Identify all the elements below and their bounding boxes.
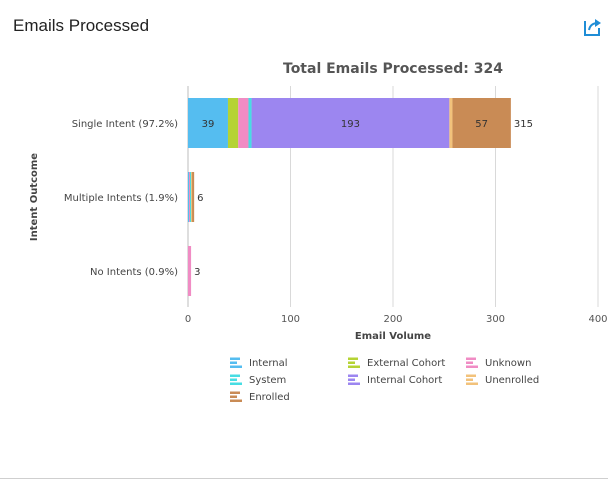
bar-chart-icon [466, 374, 478, 385]
y-category-label: Single Intent (97.2%) [72, 119, 178, 130]
x-tick-label: 300 [486, 314, 505, 325]
legend-label: System [249, 374, 287, 386]
total-label: 315 [514, 119, 533, 130]
bar-segment[interactable]: Unknown: 10 [238, 98, 249, 148]
y-category-label: Multiple Intents (1.9%) [64, 193, 178, 204]
x-tick-label: 400 [588, 314, 607, 325]
total-label: 3 [194, 267, 200, 278]
bar-chart-icon [348, 357, 360, 368]
bar-chart-icon [230, 357, 242, 368]
bar-segment[interactable]: System: 1 [190, 172, 192, 222]
bar-segment[interactable]: System: 3 [248, 98, 252, 148]
legend-label: Unknown [485, 357, 532, 369]
data-label: 39 [202, 119, 215, 130]
total-label: 6 [197, 193, 203, 204]
bar-segment[interactable]: Enrolled: 2 [192, 172, 195, 222]
bar-segment[interactable]: Internal Cohort: 193 [251, 98, 450, 148]
legend-label: Unenrolled [485, 374, 540, 386]
bar-segment[interactable]: Internal: 39 [188, 98, 228, 148]
bar-segment[interactable]: External Cohort: 10 [227, 98, 239, 148]
legend-label: Internal Cohort [367, 374, 443, 386]
stacked-bar-chart: Total Emails Processed: 324 0 100 200 300 40… [29, 61, 608, 342]
legend-item[interactable]: Enrolled [230, 390, 348, 404]
legend-item[interactable]: Internal [230, 356, 348, 370]
x-tick-label: 100 [281, 314, 300, 325]
panel-title: Emails Processed [13, 16, 150, 35]
chart-title: Total Emails Processed: 324 [283, 61, 503, 77]
y-axis-label: Intent Outcome [29, 153, 40, 241]
bar-segment[interactable]: Unenrolled: 1 [191, 172, 193, 222]
x-tick-label: 0 [185, 314, 191, 325]
legend-label: External Cohort [367, 357, 446, 369]
y-category-label: No Intents (0.9%) [90, 267, 178, 278]
legend-item[interactable]: Unknown [466, 356, 584, 370]
x-tick-label: 200 [383, 314, 402, 325]
bar-segment[interactable]: Unknown: 3 [188, 246, 192, 296]
legend-item[interactable]: Internal Cohort [348, 373, 466, 387]
chart-legend: Internal External Cohort Unknown System Inte… [230, 356, 584, 404]
bar-chart-icon [348, 374, 360, 385]
share-export-icon[interactable] [582, 16, 604, 38]
panel-bottom-divider [0, 478, 608, 479]
legend-item[interactable]: External Cohort [348, 356, 466, 370]
x-axis-label: Email Volume [355, 331, 431, 342]
legend-label: Internal [249, 357, 288, 369]
bar-chart-icon [230, 391, 242, 402]
bar-segment[interactable]: Unknown: 1 [189, 172, 191, 222]
data-label: 193 [341, 119, 360, 130]
data-label: 57 [475, 119, 488, 130]
bar-segment[interactable]: Unenrolled: 3 [449, 98, 453, 148]
legend-item[interactable]: System [230, 373, 348, 387]
bar-segment[interactable]: Enrolled: 57 [452, 98, 511, 148]
legend-item[interactable]: Unenrolled [466, 373, 584, 387]
bar-segment[interactable]: Internal: 1 [188, 172, 190, 222]
bar-chart-icon [230, 374, 242, 385]
legend-label: Enrolled [249, 391, 290, 403]
bar-chart-icon [466, 357, 478, 368]
